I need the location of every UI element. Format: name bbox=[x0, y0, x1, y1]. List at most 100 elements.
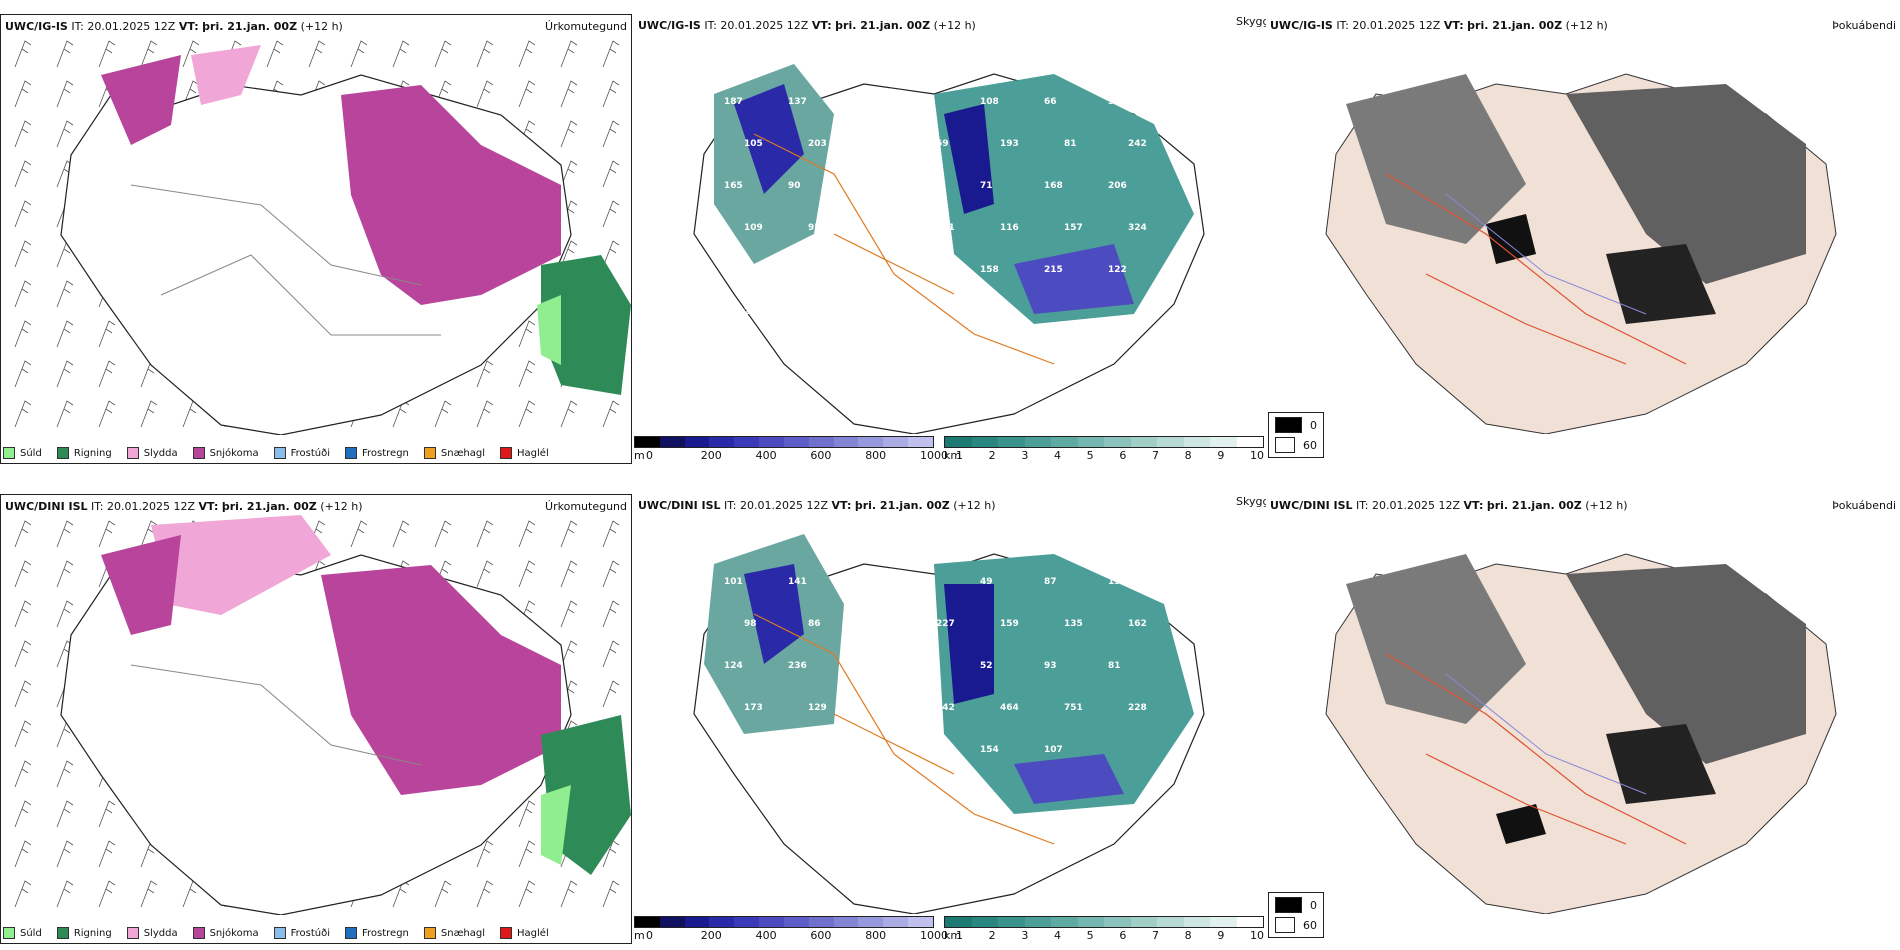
colorbar-segment bbox=[1210, 917, 1237, 927]
colorbar-tick: 3 bbox=[1021, 929, 1029, 942]
legend-item: Slydda bbox=[126, 927, 178, 939]
colorbar-segment bbox=[1051, 917, 1078, 927]
visibility-value-label: 111 bbox=[916, 265, 935, 275]
visibility-value-label: 227 bbox=[936, 619, 955, 629]
visibility-value-label: 157 bbox=[1064, 223, 1083, 233]
colorbar-segment bbox=[1077, 917, 1104, 927]
legend-item: Rigning bbox=[56, 447, 112, 459]
colorbar-segment bbox=[759, 437, 784, 447]
legend-swatch bbox=[126, 927, 139, 939]
cloud-map bbox=[1325, 553, 1837, 914]
visibility-value-label: 130 bbox=[872, 619, 891, 629]
colorbar-segment bbox=[945, 437, 972, 447]
legend-item: Snæhagl bbox=[423, 447, 485, 459]
visibility-map: 101 141 119 110 49 87 134 98 86 130 227 159 135 162 12… bbox=[693, 534, 1205, 914]
visibility-value-label: 206 bbox=[1108, 181, 1127, 191]
legend-item: Súld bbox=[3, 447, 42, 459]
colorbar-tick: 7 bbox=[1152, 929, 1159, 942]
legend-swatch bbox=[273, 927, 286, 939]
legend-swatch bbox=[500, 927, 513, 939]
visibility-value-label: 53 bbox=[1108, 97, 1121, 107]
precip-type-panel-ig: UWC/IG-IS IT: 20.01.2025 12Z VT: þri. 21… bbox=[0, 14, 632, 464]
cloud-map bbox=[1325, 73, 1837, 434]
cloud-legend-swatch bbox=[1275, 897, 1302, 913]
visibility-value-label: 242 bbox=[1128, 139, 1147, 149]
colorbar-segment bbox=[734, 917, 760, 927]
colorbar-tick: 600 bbox=[810, 929, 832, 942]
panel-title: Þokuábendi bbox=[1832, 19, 1896, 32]
visibility-value-label: 265 bbox=[872, 139, 891, 149]
colorbar-tick: 600 bbox=[810, 449, 832, 462]
legend-swatch bbox=[3, 927, 15, 939]
cloud-legend-swatch bbox=[1275, 917, 1295, 933]
precip-map bbox=[1, 35, 631, 435]
panel-header: UWC/DINI ISL IT: 20.01.2025 12Z VT: þri.… bbox=[638, 499, 996, 512]
visibility-value-label: 158 bbox=[980, 265, 999, 275]
visibility-value-label: 703 bbox=[724, 265, 743, 275]
colorbar-tick: 7 bbox=[1152, 449, 1159, 462]
legend-swatch bbox=[192, 447, 205, 459]
colorbar-segment bbox=[908, 437, 933, 447]
legend-item: Rigning bbox=[56, 927, 112, 939]
colorbar-segment bbox=[659, 917, 685, 927]
colorbar-segment bbox=[858, 917, 884, 927]
visibility-value-label: 91 bbox=[916, 97, 929, 107]
colorbar-tick: 8 bbox=[1184, 929, 1192, 942]
colorbar-unit: m bbox=[634, 449, 645, 462]
colorbar-segment bbox=[1051, 437, 1078, 447]
colorbar-tick: 2 bbox=[988, 449, 996, 462]
visibility-colorbar: km 1 2 3 4 5 6 7 8 9 10 bbox=[944, 916, 1264, 942]
visibility-value-label: 105 bbox=[852, 661, 871, 671]
colorbar-tick: 400 bbox=[755, 449, 777, 462]
visibility-value-label: 108 bbox=[980, 97, 999, 107]
visibility-value-label: 69 bbox=[936, 139, 949, 149]
visibility-value-label: 141 bbox=[788, 577, 807, 587]
colorbar-segment bbox=[734, 437, 760, 447]
colorbar-segment bbox=[1077, 437, 1104, 447]
colorbar-tick: 8 bbox=[1184, 449, 1192, 462]
visibility-value-label: 101 bbox=[724, 577, 743, 587]
colorbar-segment bbox=[635, 917, 660, 927]
colorbar-segment bbox=[1236, 437, 1263, 447]
visibility-colorbar: km 1 2 3 4 5 6 7 8 9 10 bbox=[944, 436, 1264, 462]
visibility-value-label: 81 bbox=[1064, 139, 1077, 149]
legend-swatch bbox=[500, 447, 513, 459]
colorbar-segment bbox=[1183, 437, 1210, 447]
visibility-value-label: 324 bbox=[1128, 223, 1147, 233]
colorbar-segment bbox=[883, 917, 909, 927]
visibility-value-label: 184 bbox=[872, 703, 891, 713]
visibility-value-label: 464 bbox=[1000, 703, 1019, 713]
colorbar-unit: km bbox=[944, 929, 962, 942]
visibility-value-label: 173 bbox=[744, 703, 763, 713]
colorbar-tick: 2 bbox=[988, 929, 996, 942]
legend-swatch bbox=[345, 447, 357, 459]
visibility-value-label: 187 bbox=[724, 97, 743, 107]
colorbar-segment bbox=[684, 917, 710, 927]
legend-item: Slydda bbox=[126, 447, 178, 459]
legend-item: Frostregn bbox=[345, 447, 409, 459]
visibility-value-label: 129 bbox=[808, 703, 827, 713]
colorbar-segment bbox=[808, 437, 834, 447]
precip-map bbox=[1, 515, 631, 915]
visibility-value-label: 109 bbox=[744, 223, 763, 233]
colorbar-segment bbox=[858, 437, 884, 447]
visibility-value-label: 95 bbox=[808, 223, 821, 233]
cloud-legend-box: 0 60 bbox=[1268, 892, 1324, 938]
colorbar-segment bbox=[945, 917, 972, 927]
colorbar-tick: 6 bbox=[1119, 929, 1127, 942]
visibility-value-label: 98 bbox=[744, 619, 757, 629]
colorbar-tick: 1000 bbox=[920, 449, 948, 462]
visibility-value-label: 168 bbox=[1044, 181, 1063, 191]
visibility-panel-ig: UWC/IG-IS IT: 20.01.2025 12Z VT: þri. 21… bbox=[634, 14, 1264, 464]
cloud-panel-dini: UWC/DINI ISL IT: 20.01.2025 12Z VT: þri.… bbox=[1266, 494, 1900, 944]
colorbar-tick: 5 bbox=[1086, 449, 1094, 462]
panel-header: UWC/DINI ISL IT: 20.01.2025 12Z VT: þri.… bbox=[5, 500, 363, 513]
visibility-value-label: 87 bbox=[852, 97, 865, 107]
colorbar-segment bbox=[709, 917, 735, 927]
visibility-value-label: 98 bbox=[852, 181, 865, 191]
colorbar-tick: 200 bbox=[700, 449, 722, 462]
visibility-value-label: 90 bbox=[788, 181, 801, 191]
colorbar-unit: m bbox=[634, 929, 645, 942]
colorbar-tick: 4 bbox=[1054, 929, 1061, 942]
precip-legend: Súld Rigning Slydda Snjókoma Frostúði Fr… bbox=[3, 447, 564, 459]
